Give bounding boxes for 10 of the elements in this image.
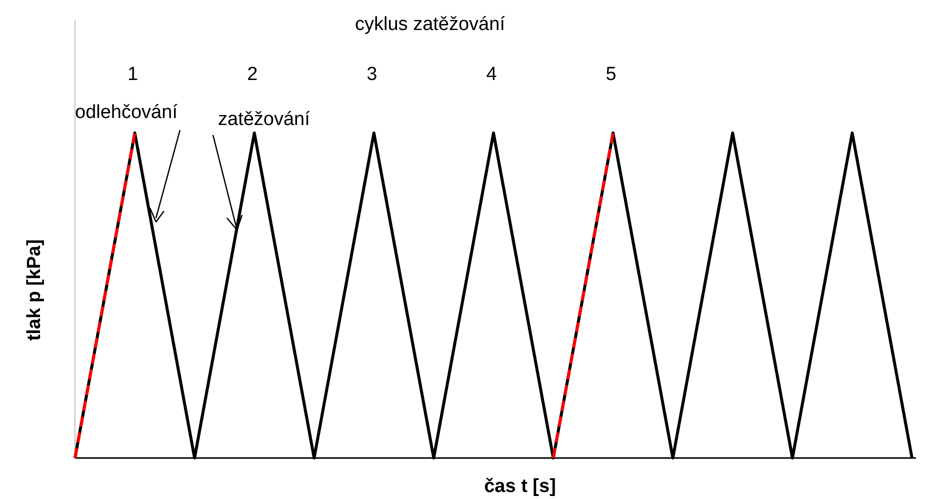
chart-title: cyklus zatěžování — [355, 14, 506, 35]
x-axis-title: čas t [s] — [484, 476, 556, 497]
text: odlehčování — [75, 102, 178, 123]
text: 4 — [486, 64, 498, 85]
text: 5 — [606, 64, 616, 85]
text: 1 — [127, 64, 138, 85]
text: 2 — [247, 64, 258, 85]
text: 3 — [366, 64, 378, 85]
y-axis-title: tlak p [kPa] — [24, 239, 45, 341]
text: zatěžování — [218, 109, 311, 130]
